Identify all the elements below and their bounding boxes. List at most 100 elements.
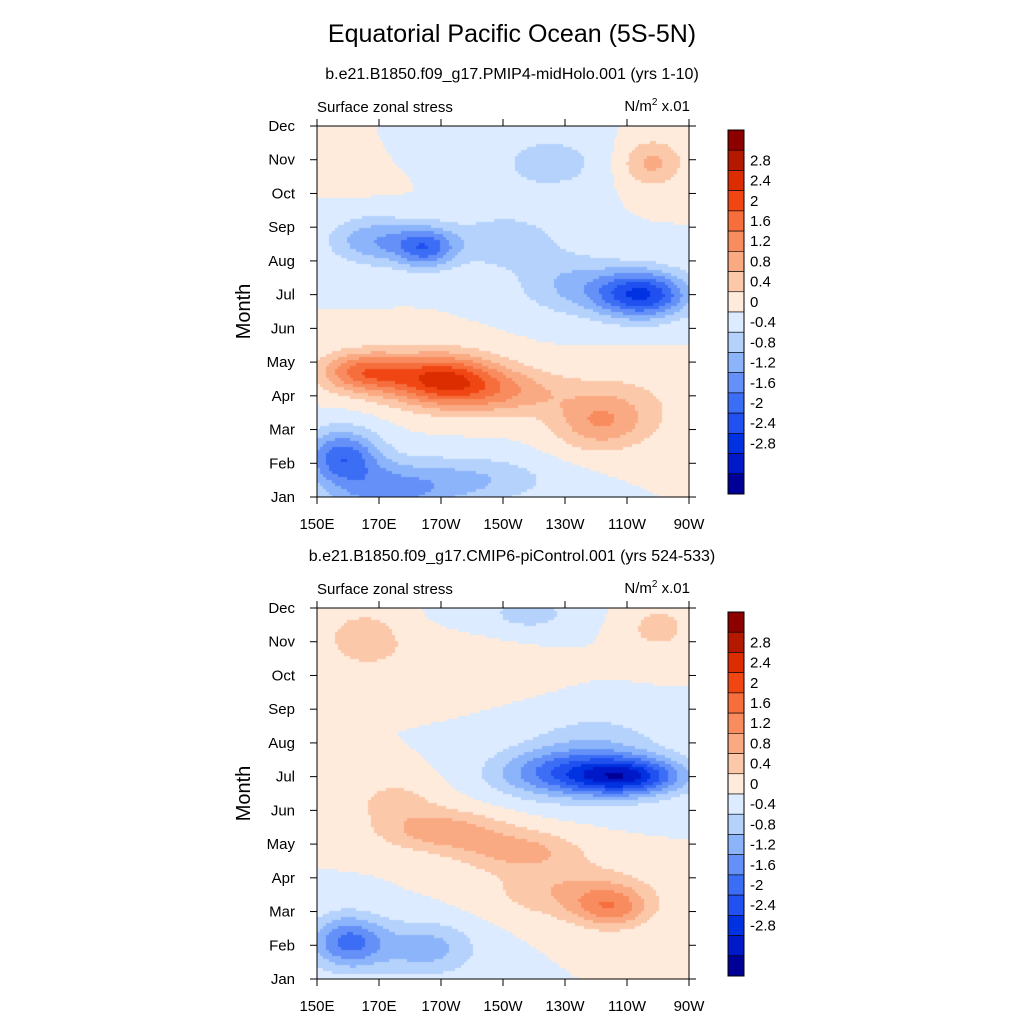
contour-plot-svg: Jan Feb Mar Apr May Jun Jul Aug Sep Oct Nov Dec 150E… [233,118,776,533]
colorbar-swatch [727,793,745,815]
colorbar-swatch [727,251,745,272]
x-tick-label: 90W [674,516,706,533]
colorbar-label: -1.2 [750,837,776,854]
x-tick-label: 170W [421,516,461,533]
colorbar-label: 1.6 [750,213,771,230]
colorbar-label: 2 [750,193,758,210]
colorbar-swatch [727,611,745,633]
colorbar-swatch [727,210,745,232]
units-text: N/m [624,580,652,597]
y-tick-label: Apr [272,388,295,405]
colorbar-swatch [727,874,745,896]
x-tick-label: 150W [483,998,523,1015]
units-text: N/m [624,98,652,115]
units-exponent: 2 [651,97,658,108]
colorbar-label: 0.4 [750,274,771,291]
colorbar-label: 0.8 [750,253,771,270]
colorbar-swatch [727,412,745,434]
x-tick-label: 170W [421,998,461,1015]
y-tick-label: Oct [272,667,296,684]
colorbar-swatch [727,935,745,957]
colorbar-swatch [727,352,745,373]
y-tick-label: Jul [276,769,295,786]
y-tick-label: Mar [269,904,295,921]
y-axis-title: Month [233,766,255,822]
contour-plot-svg: Jan Feb Mar Apr May Jun Jul Aug Sep Oct Nov Dec 150E… [233,600,776,1015]
y-tick-label: Nov [268,152,295,169]
colorbar-swatch [727,834,745,855]
colorbar-frame [727,129,745,495]
colorbar-label: -2 [750,395,763,412]
colorbar-label: 0 [750,294,758,311]
y-tick-label: May [267,836,296,853]
colorbar-swatch [727,433,745,454]
colorbar-swatch [727,473,745,495]
units-scale: x.01 [657,580,690,597]
x-tick-label: 90W [674,998,706,1015]
panel-subtitle: b.e21.B1850.f09_g17.CMIP6-piControl.001 … [308,548,716,565]
units-exponent: 2 [651,579,658,590]
colorbar-label: 0.8 [750,735,771,752]
y-tick-label: Apr [272,870,295,887]
y-tick-label: Mar [269,422,295,439]
colorbar-swatch [727,672,745,694]
variable-label: Surface zonal stress [317,99,453,116]
colorbar-swatch [727,915,745,936]
panel-midholo: b.e21.B1850.f09_g17.PMIP4-midHolo.001 (y… [0,60,1024,542]
y-tick-label: Feb [269,937,295,954]
colorbar-label: -2.4 [750,415,776,432]
x-tick-label: 170E [361,998,396,1015]
y-tick-label: Dec [268,600,295,617]
x-tick-label: 150E [299,998,334,1015]
y-tick-label: Aug [268,253,295,270]
x-tick-label: 170E [361,516,396,533]
x-tick-label: 130W [545,998,585,1015]
colorbar-swatch [727,692,745,714]
colorbar-label: -2.4 [750,897,776,914]
y-tick-label: Jan [271,489,295,506]
x-tick-label: 110W [608,516,647,533]
y-tick-label: Feb [269,455,295,472]
units-scale: x.01 [657,98,690,115]
x-tick-label: 110W [608,998,647,1015]
colorbar-label: -2.8 [750,435,776,452]
colorbar-swatch [727,813,745,835]
colorbar-swatch [727,712,745,734]
y-tick-label: Aug [268,735,295,752]
colorbar-swatch [727,331,745,353]
variable-label: Surface zonal stress [317,581,453,598]
y-tick-label: May [267,354,296,371]
colorbar-label: -1.6 [750,857,776,874]
colorbar-label: 1.2 [750,715,771,732]
colorbar-label: -1.2 [750,355,776,372]
colorbar-swatch [727,733,745,754]
y-tick-label: Nov [268,634,295,651]
colorbar-swatch [727,854,745,876]
colorbar-swatch [727,652,745,673]
contour-field [317,608,689,979]
panel-subtitle: b.e21.B1850.f09_g17.PMIP4-midHolo.001 (y… [325,66,699,83]
contour-field [317,126,689,497]
colorbar-swatch [727,149,745,171]
y-tick-label: Jun [271,320,295,337]
colorbar-label: 2.8 [750,634,771,651]
colorbar-label: 2.8 [750,152,771,169]
y-tick-label: Sep [268,219,295,236]
colorbar-swatch [727,170,745,191]
colorbar-swatch [727,773,745,795]
colorbar-label: -0.8 [750,334,776,351]
colorbar-swatch [727,129,745,151]
colorbar-swatch [727,190,745,212]
colorbar-label: 2.4 [750,173,771,190]
main-title: Equatorial Pacific Ocean (5S-5N) [327,20,697,48]
y-tick-label: Jan [271,971,295,988]
colorbar-label: -0.8 [750,816,776,833]
colorbar-swatch [727,271,745,293]
colorbar-label: -0.4 [750,314,776,331]
units-label: N/m2 x.01 [590,579,690,597]
colorbar-label: 1.2 [750,233,771,250]
y-tick-label: Jul [276,287,295,304]
colorbar-swatch [727,372,745,394]
colorbar-label: 2 [750,675,758,692]
colorbar-swatch [727,631,745,653]
